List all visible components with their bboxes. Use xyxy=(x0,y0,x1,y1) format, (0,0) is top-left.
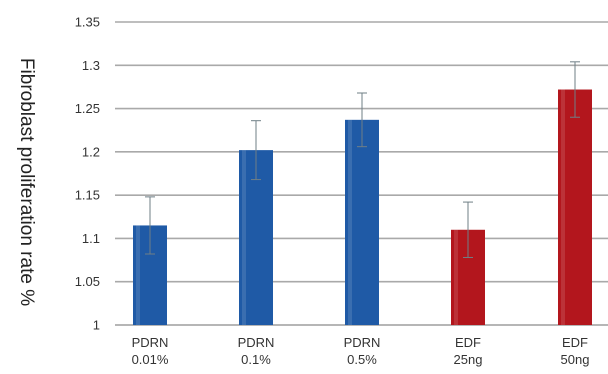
y-tick-label: 1.3 xyxy=(82,58,100,73)
y-tick-label: 1.35 xyxy=(75,15,100,30)
x-tick-labels: PDRN 0.01% PDRN 0.1% PDRN 0.5% EDF 25ng EDF 50ng xyxy=(132,335,590,367)
bar-highlight xyxy=(242,150,246,325)
bar-highlight xyxy=(136,225,140,325)
x-tick-label: PDRN xyxy=(238,335,275,350)
error-bars xyxy=(145,61,580,258)
y-tick-label: 1 xyxy=(93,318,100,333)
bar xyxy=(558,89,592,325)
bar xyxy=(345,119,379,325)
y-tick-label: 1.25 xyxy=(75,101,100,116)
y-tick-label: 1.15 xyxy=(75,188,100,203)
x-tick-label: PDRN xyxy=(132,335,169,350)
x-tick-label: EDF xyxy=(455,335,481,350)
bar-highlight xyxy=(454,229,458,325)
x-tick-label: 25ng xyxy=(454,352,483,367)
y-tick-label: 1.05 xyxy=(75,274,100,289)
x-tick-label: PDRN xyxy=(344,335,381,350)
y-tick-label: 1.1 xyxy=(82,231,100,246)
x-tick-label: EDF xyxy=(562,335,588,350)
y-tick-label: 1.2 xyxy=(82,144,100,159)
x-tick-label: 0.1% xyxy=(241,352,271,367)
x-tick-label: 0.01% xyxy=(132,352,169,367)
y-axis-label: Fibroblast proliferation rate % xyxy=(16,58,37,306)
y-tick-labels: 1 1.05 1.1 1.15 1.2 1.25 1.3 1.35 xyxy=(75,15,100,333)
x-tick-label: 50ng xyxy=(561,352,590,367)
x-tick-label: 0.5% xyxy=(347,352,377,367)
bar-highlight xyxy=(561,89,565,325)
bar-highlight xyxy=(348,119,352,325)
